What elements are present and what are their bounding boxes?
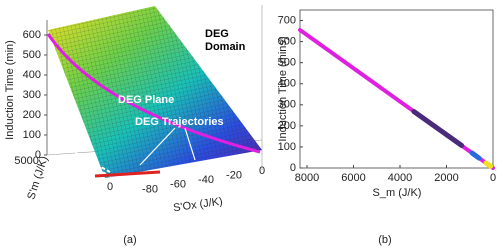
y-axis-label: Induction Time (mins) [277,36,289,141]
y-tick-label: 300 [278,99,296,111]
plot-frame [299,9,494,169]
caption: (a) [123,234,136,246]
y-tick-label: 200 [278,120,296,132]
z-tick-label: 400 [23,69,41,81]
arrow [139,127,196,166]
x-tick-label: -80 [142,183,158,195]
y-tick-label: 0 [107,181,113,193]
x-tick-label: -20 [226,170,242,182]
z-tick-label: 200 [23,109,41,121]
x-axis-label: S'Ox (J/K) [173,196,224,215]
z-tick-label: 500 [23,49,41,61]
z-axis-label: Induction Time (min) [4,40,16,140]
y-tick-label: 400 [278,78,296,90]
trajectory-red [94,170,161,178]
deg-plane-mesh [48,6,262,178]
series-line [469,150,482,161]
z-tick-label: 300 [23,89,41,101]
y-tick-label: 0 [290,162,296,174]
x-tick-label: 0 [259,165,265,177]
x-tick-label: -60 [170,179,186,191]
annotation: DEG Trajectories [135,116,224,128]
trajectory-curve [46,33,261,154]
z-tick-label: 0 [35,149,41,161]
x-tick-label: 6000 [341,172,365,184]
annotation: DEG Domain [205,28,246,53]
x-tick-label: 0 [490,172,496,184]
series-line [298,28,495,170]
caption: (b) [378,234,391,246]
y-tick-label: 700 [278,14,296,26]
x-tick-label: 4000 [388,172,412,184]
x-tick-label: 8000 [295,172,319,184]
z-tick-label: 600 [23,29,41,41]
series-line [411,109,465,148]
x-tick-label: -40 [198,174,214,186]
y-tick-label: 100 [278,141,296,153]
z-tick-label: 100 [23,129,41,141]
panel-b: 0 100 200 300 400 500 600 700 8000 6000 4000 2000 0 I… [277,9,496,246]
y-tick-label: 500 [278,57,296,69]
x-tick-label: 2000 [434,172,458,184]
y-tick-label: 600 [278,36,296,48]
y-tick-label: 5000 [14,155,38,167]
x-axis-label: S_m (J/K) [373,187,422,199]
series-line [483,160,494,169]
annotation: DEG Plane [118,94,175,106]
